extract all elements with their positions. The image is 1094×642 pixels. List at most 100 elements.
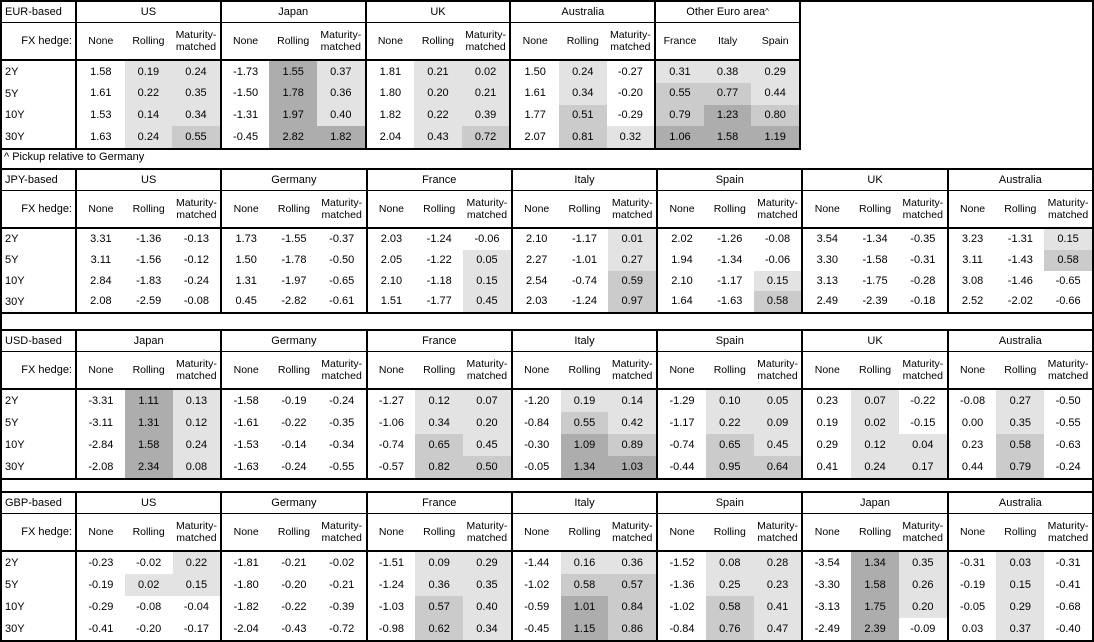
value-cell: 3.11 <box>962 253 983 266</box>
value-cell: -0.61 <box>329 295 355 308</box>
value-cell: 2.02 <box>671 233 693 246</box>
value-cell: 0.12 <box>851 434 899 456</box>
fx-hedge-header-row: FX hedge: None Rolling Maturity-matched None… <box>2 23 799 61</box>
country-header: Japan <box>803 493 949 513</box>
column-header: None <box>522 34 548 47</box>
value-cell: -0.74 <box>378 438 404 451</box>
value-cell: 2.27 <box>526 253 548 266</box>
value-group: 2.03 -1.24 -0.06 <box>368 229 513 250</box>
value-group: 0.31 0.38 0.29 <box>656 61 799 83</box>
column-header: None <box>960 202 986 215</box>
value-group: 2.08 -2.59 -0.08 <box>77 291 223 312</box>
value-cell: 2.54 <box>526 274 548 287</box>
value-cell: 1.09 <box>560 434 609 456</box>
value-cell: -0.15 <box>910 416 936 429</box>
value-cell: 0.62 <box>415 618 464 640</box>
column-header: None <box>524 202 550 215</box>
value-cell: 0.01 <box>608 229 657 250</box>
hedge-column-group: None Rolling Maturity-matched <box>222 191 368 227</box>
column-header: Maturity-matched <box>175 28 217 53</box>
value-cell: -1.17 <box>571 233 598 246</box>
value-group: 0.79 1.23 0.80 <box>656 104 799 127</box>
country-header: US <box>77 493 223 513</box>
value-cell: -1.77 <box>426 295 452 308</box>
country-name: UK <box>430 6 446 18</box>
value-cell: -1.24 <box>378 578 404 591</box>
value-cell: 0.03 <box>996 552 1045 574</box>
value-cell: 2.82 <box>269 126 317 148</box>
value-group: 3.30 -1.58 -0.31 <box>803 249 949 271</box>
value-group: 1.61 0.22 0.35 <box>77 82 222 105</box>
value-cell: -2.82 <box>281 295 307 308</box>
country-header: UK <box>803 331 949 351</box>
value-cell: -0.84 <box>524 416 550 429</box>
value-cell: -0.13 <box>183 233 209 246</box>
value-cell: -0.59 <box>524 600 550 613</box>
value-cell: 0.79 <box>656 104 704 127</box>
value-cell: 2.84 <box>90 274 112 287</box>
table-eur-based: EUR-based US Japan UK Australia Other Euro ar… <box>2 2 801 150</box>
country-name: Italy <box>574 174 595 186</box>
value-group: -3.54 1.34 0.35 <box>803 552 949 574</box>
country-name: Spain <box>715 497 744 509</box>
value-group: 1.06 1.58 1.19 <box>656 126 799 148</box>
value-cell: 1.50 <box>235 253 257 266</box>
value-group: -0.84 0.55 0.42 <box>513 412 659 434</box>
column-header: None <box>669 363 695 376</box>
country-name: Germany <box>271 335 317 347</box>
value-cell: 0.58 <box>753 291 802 312</box>
value-group: -0.74 0.65 0.45 <box>658 434 804 456</box>
column-header: Maturity-matched <box>611 519 653 544</box>
value-cell: 0.05 <box>753 390 802 412</box>
country-header: France <box>368 493 513 513</box>
value-cell: -1.83 <box>136 274 162 287</box>
value-cell: 0.13 <box>172 390 221 412</box>
country-name: Germany <box>271 174 317 186</box>
value-group: 2.02 -1.26 -0.08 <box>658 229 804 250</box>
country-header: UK <box>803 170 949 190</box>
column-header: None <box>378 363 404 376</box>
value-cell: 1.73 <box>235 233 257 246</box>
value-cell: 1.94 <box>671 253 693 266</box>
column-header: Rolling <box>713 202 746 215</box>
hedge-column-group: None Rolling Maturity-matched <box>368 352 513 388</box>
column-header: Rolling <box>713 363 746 376</box>
value-cell: -1.03 <box>378 600 404 613</box>
country-header: Italy <box>513 331 659 351</box>
column-header: Maturity-matched <box>902 196 944 221</box>
value-cell: 0.84 <box>608 596 657 618</box>
value-cell: 0.55 <box>172 126 220 148</box>
value-group: 1.61 0.34 -0.20 <box>511 82 657 105</box>
value-cell: 0.20 <box>898 596 947 618</box>
maturity-row-label: 2Y <box>2 390 77 412</box>
value-cell: -0.21 <box>329 578 355 591</box>
value-cell: -0.08 <box>765 233 791 246</box>
hedge-column-group: None Rolling Maturity-matched <box>949 352 1092 388</box>
column-header: Maturity-matched <box>1047 196 1089 221</box>
country-name: Australia <box>998 335 1042 347</box>
value-cell: 0.38 <box>703 61 752 83</box>
column-header: None <box>960 363 986 376</box>
value-cell: 0.58 <box>996 434 1045 456</box>
value-cell: 1.58 <box>124 434 173 456</box>
value-cell: 0.22 <box>705 412 754 434</box>
value-group: -1.31 1.97 0.40 <box>222 104 367 127</box>
value-cell: 1.01 <box>560 596 609 618</box>
value-cell: -0.06 <box>474 233 500 246</box>
value-group: 1.94 -1.34 -0.06 <box>658 249 804 271</box>
value-cell: 0.15 <box>996 574 1045 596</box>
value-group: -0.05 0.29 -0.68 <box>949 596 1092 618</box>
value-cell: 0.15 <box>172 574 221 596</box>
value-cell: 2.39 <box>851 618 899 640</box>
value-cell: 0.43 <box>414 126 462 148</box>
country-name: Japan <box>278 6 309 18</box>
value-cell: -1.06 <box>378 416 404 429</box>
column-header: Maturity-matched <box>466 196 508 221</box>
country-name: UK <box>867 174 883 186</box>
value-cell: 0.55 <box>656 82 704 105</box>
hedge-column-group: None Rolling Maturity-matched <box>368 514 513 550</box>
base-currency-label: GBP-based <box>2 493 77 513</box>
table-row: 5Y 1.61 0.22 0.35 -1.50 1.78 0.36 1.80 0.20 0.21 1… <box>2 82 799 105</box>
value-cell: -1.53 <box>233 438 259 451</box>
table-row: 5Y -0.19 0.02 0.15 -1.80 -0.20 -0.21 -1.24 0.36 0… <box>2 574 1092 596</box>
